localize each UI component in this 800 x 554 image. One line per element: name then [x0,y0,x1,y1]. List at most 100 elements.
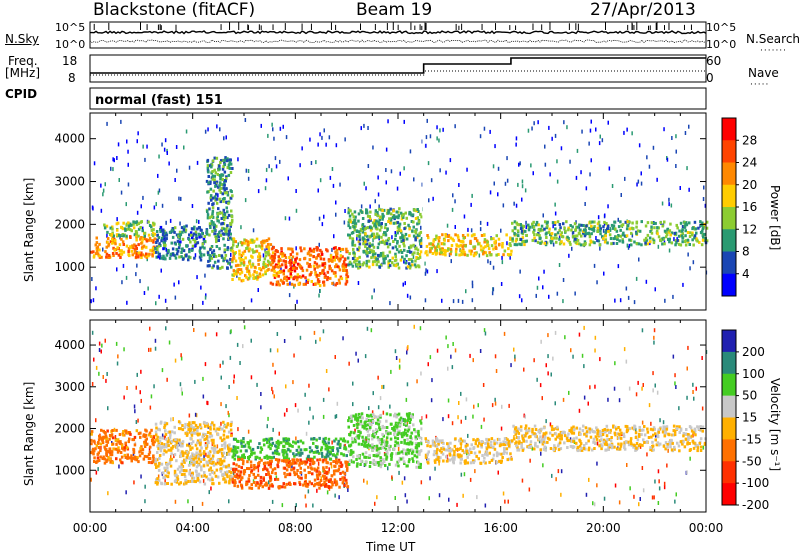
data-cell [165,253,169,257]
speckle-cell [688,124,690,129]
speckle-cell [344,443,346,448]
data-cell [188,250,191,254]
speckle-cell [368,406,370,411]
data-cell [495,253,498,257]
data-cell [208,435,212,439]
data-cell [258,255,262,259]
data-cell [388,250,392,254]
data-cell [143,445,147,448]
data-cell [95,236,98,240]
data-cell [106,230,109,234]
data-cell [246,264,249,268]
data-cell [348,226,352,230]
data-cell [324,458,328,462]
data-cell [393,414,396,418]
data-cell [188,472,191,476]
data-cell [543,227,546,231]
data-cell [249,439,252,443]
data-cell [684,243,688,247]
data-cell [400,240,403,243]
data-cell [196,439,200,443]
data-cell [295,278,299,282]
data-cell [301,269,305,273]
speckle-cell [514,357,516,362]
speckle-cell [562,278,565,282]
data-cell [229,248,233,252]
speckle-cell [317,188,319,193]
data-cell [132,226,136,230]
data-cell [211,461,214,464]
speckle-cell [502,203,505,208]
data-cell [377,260,380,264]
data-cell [216,233,220,236]
data-cell [285,275,289,279]
data-cell [247,276,251,280]
speckle-cell [143,291,146,295]
data-cell [444,234,448,238]
speckle-cell [357,358,359,363]
data-cell [185,456,189,460]
data-cell [403,248,406,252]
speckle-cell [491,291,494,296]
freq-label: Freq. [8,54,38,68]
data-cell [218,231,221,235]
data-cell [576,225,580,229]
data-cell [318,436,321,440]
data-cell [267,247,271,251]
data-cell [293,470,296,474]
data-cell [321,460,325,464]
speckle-cell [274,370,276,375]
data-cell [393,444,397,448]
data-cell [342,478,345,482]
speckle-cell [568,253,570,258]
data-cell [92,439,96,443]
data-cell [332,246,336,250]
speckle-cell [588,141,590,146]
data-cell [212,423,216,427]
data-cell [604,234,607,238]
speckle-cell [595,127,597,132]
data-cell [162,445,166,449]
speckle-cell [538,276,540,281]
data-cell [248,247,251,251]
data-cell [178,234,182,238]
data-cell [133,455,137,459]
data-cell [401,235,404,239]
data-cell [167,444,170,448]
data-cell [223,218,226,222]
data-cell [234,474,237,478]
data-cell [371,221,375,225]
data-cell [372,245,376,249]
speckle-cell [592,501,594,506]
speckle-cell [204,129,207,134]
data-cell [210,215,213,219]
data-cell [235,463,238,467]
data-cell [335,263,338,267]
data-cell [145,239,149,243]
data-cell [360,459,363,463]
speckle-cell [445,335,447,340]
data-cell [175,247,178,251]
data-cell [525,233,528,237]
data-cell [420,237,424,240]
data-cell [234,264,238,268]
data-cell [292,263,296,267]
data-cell [188,423,191,427]
speckle-cell [476,495,478,500]
data-cell [367,259,371,263]
data-cell [130,249,133,253]
data-cell [660,237,664,241]
data-cell [310,449,313,453]
speckle-cell [160,268,162,273]
data-cell [415,235,419,239]
data-cell [169,464,173,468]
data-cell [441,233,444,237]
data-cell [110,233,113,236]
data-cell [643,238,646,242]
data-cell [413,263,417,267]
data-cell [420,241,423,245]
speckle-cell [447,366,449,371]
data-cell [175,252,179,256]
data-cell [284,437,288,441]
data-cell [402,212,405,216]
